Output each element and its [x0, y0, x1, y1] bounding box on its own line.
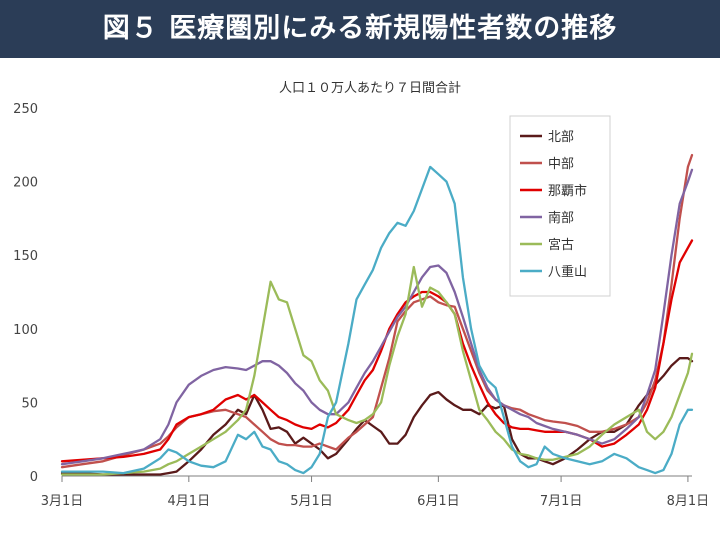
line-chart: 人口１０万人あたり７日間合計 0 50 100 150 200 250 3月1日 4月1日 5月…	[13, 80, 709, 509]
series-line-4	[60, 168, 694, 466]
series-line-5	[60, 265, 694, 476]
x-tick-label: 8月1日	[667, 494, 710, 509]
y-tick-label: 100	[13, 323, 38, 338]
legend-label: 中部	[548, 157, 574, 172]
chart-title: 人口１０万人あたり７日間合計	[279, 80, 461, 96]
legend-label: 北部	[548, 130, 574, 145]
x-tick-label: 6月1日	[417, 494, 460, 509]
legend-label: 八重山	[548, 264, 587, 280]
x-tick-label: 3月1日	[41, 494, 84, 509]
figure-title: 図５ 医療圏別にみる新規陽性者数の推移	[102, 13, 618, 44]
title-banner: 図５ 医療圏別にみる新規陽性者数の推移	[0, 0, 720, 58]
series-layer	[60, 153, 694, 476]
axes: 0 50 100 150 200 250 3月1日 4月1日 5月1日 6月1日 7月1日 8月1日	[13, 102, 709, 509]
x-tick-label: 7月1日	[540, 494, 583, 509]
y-tick-label: 0	[30, 470, 38, 485]
y-tick-label: 150	[13, 249, 38, 264]
series-line-1	[60, 357, 694, 476]
y-tick-label: 250	[13, 102, 38, 117]
x-tick-label: 5月1日	[290, 494, 333, 509]
series-line-6	[60, 165, 694, 475]
legend-label: 那覇市	[548, 183, 587, 199]
y-tick-label: 200	[13, 176, 38, 191]
legend-label: 宮古	[548, 237, 574, 253]
legend-box	[509, 115, 611, 297]
legend-label: 南部	[548, 210, 574, 226]
x-tick-label: 4月1日	[168, 494, 211, 509]
y-tick-label: 50	[21, 396, 38, 411]
